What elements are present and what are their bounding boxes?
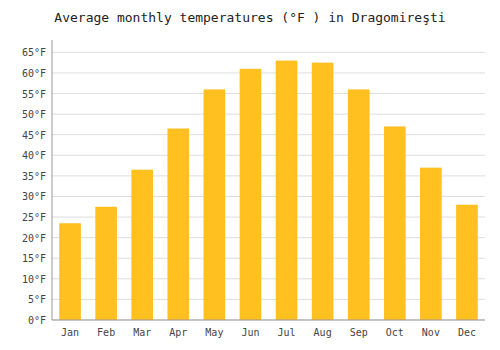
bar (240, 69, 262, 320)
y-tick-label: 15°F (22, 253, 46, 264)
x-tick-label: Dec (458, 327, 476, 338)
bar (312, 63, 334, 320)
x-axis-line (52, 320, 485, 321)
y-axis-line (52, 40, 53, 320)
x-tick-label: Nov (422, 327, 440, 338)
x-tick-label: Apr (169, 327, 187, 338)
y-tick-label: 25°F (22, 212, 46, 223)
x-tick-label: Feb (97, 327, 115, 338)
y-tick-label: 5°F (28, 294, 46, 305)
bar (95, 207, 117, 320)
y-tick-label: 10°F (22, 274, 46, 285)
bar (276, 61, 298, 320)
y-tick-label: 45°F (22, 130, 46, 141)
grid-line (52, 155, 485, 156)
x-tick-label: Jun (241, 327, 259, 338)
title: Average monthly temperatures (°F ) in Dr… (54, 10, 445, 25)
bar (167, 129, 189, 320)
bar (456, 205, 478, 320)
bars (59, 61, 478, 320)
y-tick-label: 55°F (22, 89, 46, 100)
grid-line (52, 72, 485, 73)
bar (204, 89, 226, 320)
x-tick-label: Sep (350, 327, 368, 338)
x-tick-label: May (205, 327, 223, 338)
grid-line (52, 114, 485, 115)
x-tick-label: Oct (386, 327, 404, 338)
bar (131, 170, 153, 320)
grid-line (52, 134, 485, 135)
y-tick-label: 65°F (22, 47, 46, 58)
bar (59, 223, 81, 320)
grid-line (52, 52, 485, 53)
x-tick-label: Mar (133, 327, 151, 338)
chart: Average monthly temperatures (°F ) in Dr… (0, 0, 500, 350)
grid-line (52, 320, 485, 321)
y-tick-label: 0°F (28, 315, 46, 326)
page: {"chart_data": {"type": "bar", "title": … (0, 0, 500, 350)
y-tick-label: 50°F (22, 109, 46, 120)
y-tick-label: 20°F (22, 233, 46, 244)
x-tick-label: Jul (278, 327, 296, 338)
y-tick-label: 30°F (22, 191, 46, 202)
x-tick-label: Aug (314, 327, 332, 338)
y-grid (52, 52, 485, 320)
y-tick-label: 40°F (22, 150, 46, 161)
y-tick-label: 60°F (22, 68, 46, 79)
bar (348, 89, 370, 320)
grid-line (52, 93, 485, 94)
y-tick-label: 35°F (22, 171, 46, 182)
bar (420, 168, 442, 320)
x-tick-label: Jan (61, 327, 79, 338)
bar (384, 126, 406, 320)
